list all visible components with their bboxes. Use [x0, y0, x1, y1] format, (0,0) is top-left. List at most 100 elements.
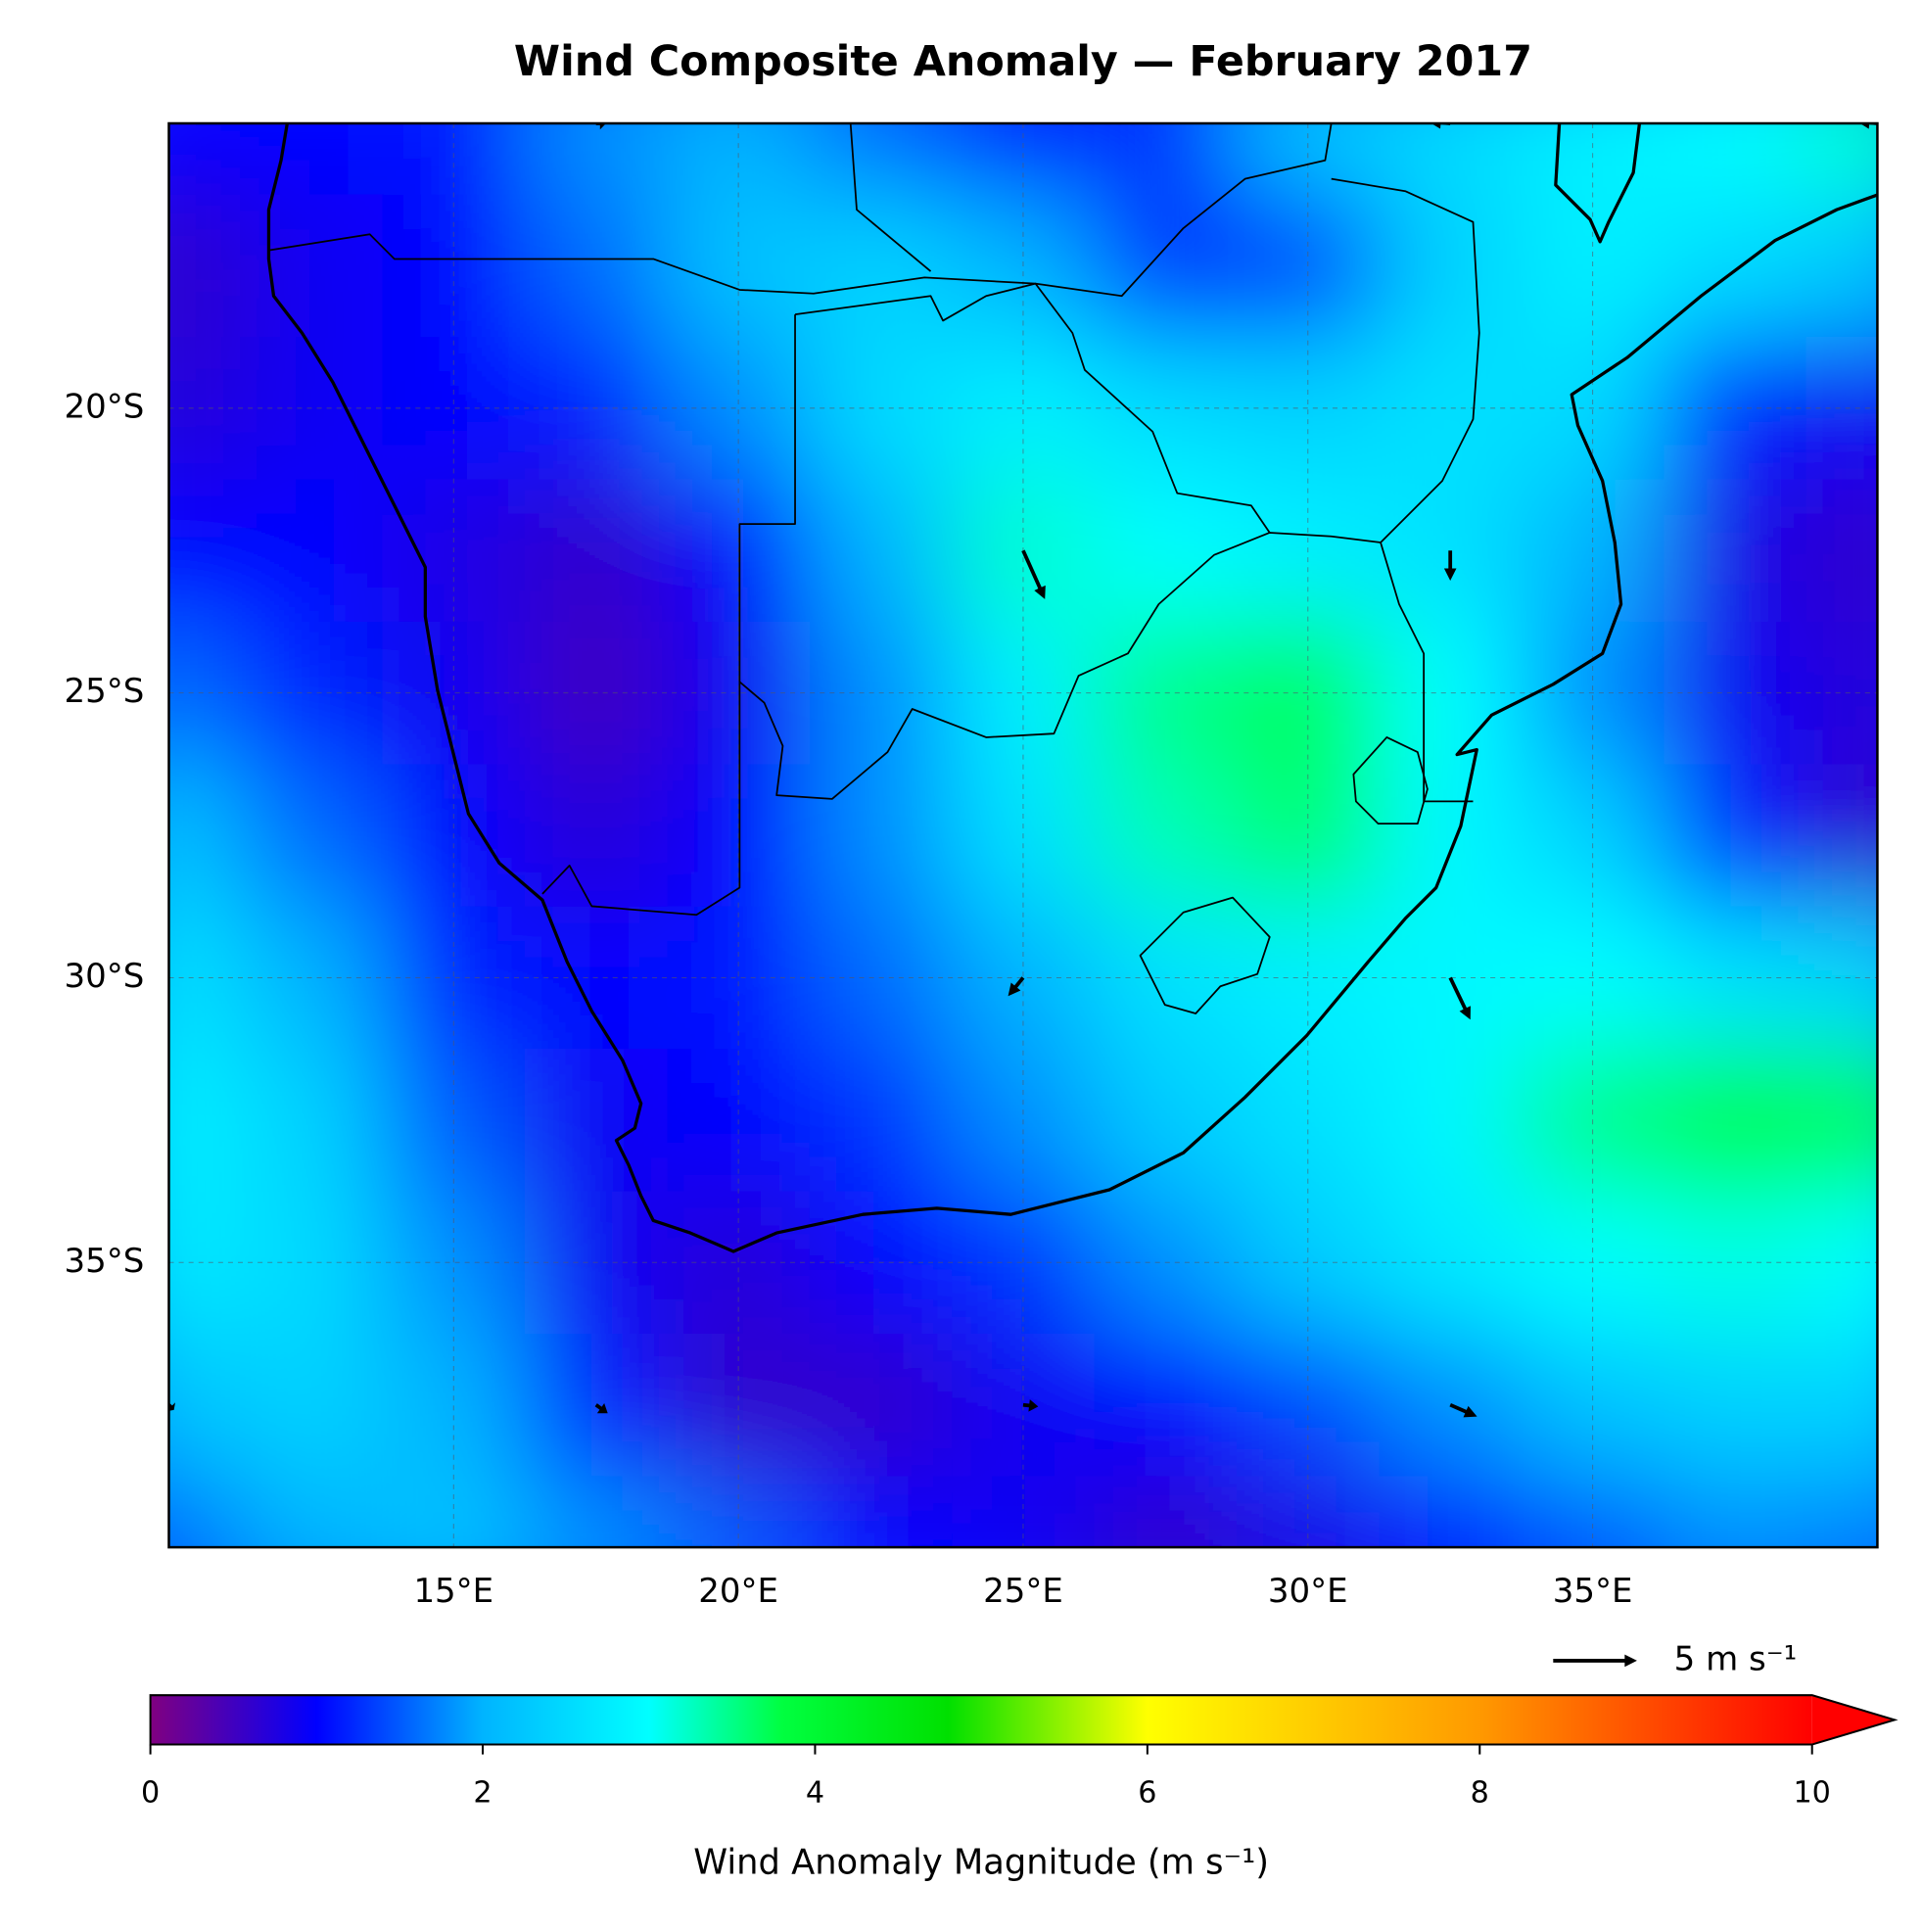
- field-cell: [1521, 621, 1665, 766]
- field-cell: [1664, 337, 1807, 481]
- field-cell: [1379, 194, 1524, 339]
- field-cell: [952, 1191, 1096, 1336]
- field-cell: [809, 122, 954, 196]
- quiver-key: 5 m s⁻¹: [1553, 1639, 1797, 1678]
- field-cell: [382, 1333, 527, 1478]
- colorbar-tick-label: 6: [1138, 1775, 1156, 1810]
- border: [794, 282, 1271, 534]
- field-cell: [1237, 337, 1381, 481]
- field-cell: [1806, 621, 1878, 766]
- field: [168, 122, 1878, 1548]
- grid: [168, 122, 1878, 1548]
- wind-vector: [594, 1402, 608, 1414]
- x-tick-label: 25°E: [983, 1572, 1063, 1611]
- field-cell: [1664, 1049, 1807, 1193]
- field-cell: [168, 621, 242, 766]
- field-cell: [525, 479, 669, 624]
- field-cell: [1094, 1476, 1239, 1548]
- field-cell: [240, 1191, 384, 1336]
- field-cell: [1094, 1191, 1239, 1336]
- field-cell: [382, 1049, 527, 1193]
- field-cell: [168, 1333, 242, 1478]
- map-frame: [167, 121, 1879, 1549]
- y-tick-label: 30°S: [64, 957, 144, 996]
- border: [849, 122, 932, 272]
- border: [1331, 177, 1480, 543]
- field-cell: [1379, 1476, 1524, 1548]
- wind-vector: [168, 1402, 175, 1411]
- field-cell: [168, 337, 242, 481]
- field-cell: [952, 337, 1096, 481]
- field-cell: [240, 764, 384, 909]
- x-tick-label: 20°E: [698, 1572, 778, 1611]
- border: [541, 314, 796, 917]
- field-cell: [1094, 1333, 1239, 1478]
- field-cell: [1521, 764, 1665, 909]
- field-cell: [809, 1049, 954, 1193]
- field-cell: [952, 1049, 1096, 1193]
- field-cell: [1664, 1333, 1807, 1478]
- field-cell: [382, 479, 527, 624]
- field-cell: [1094, 1049, 1239, 1193]
- field-cell: [1379, 1049, 1524, 1193]
- field-cell: [667, 1476, 812, 1548]
- field-cell: [1664, 479, 1807, 624]
- field-cell: [1379, 122, 1524, 196]
- field-cell: [1806, 906, 1878, 1051]
- eswatini-border: [1352, 736, 1429, 825]
- field-cell: [1664, 621, 1807, 766]
- field-cell: [1664, 194, 1807, 339]
- field-cell: [240, 621, 384, 766]
- field-cell: [240, 906, 384, 1051]
- field-cell: [1094, 621, 1239, 766]
- field-cell: [168, 479, 242, 624]
- field-cell: [1237, 194, 1381, 339]
- colorbar-label: Wind Anomaly Magnitude (m s⁻¹): [693, 1843, 1269, 1883]
- field-cell: [525, 122, 669, 196]
- colorbar-tick-label: 0: [141, 1775, 160, 1810]
- colorbar-tick-label: 2: [473, 1775, 492, 1810]
- field-cell: [1664, 122, 1807, 196]
- field-cell: [667, 906, 812, 1051]
- colorbar-extend: [1811, 1695, 1896, 1745]
- field-cell: [1521, 1333, 1665, 1478]
- field-cell: [382, 906, 527, 1051]
- field-cell: [1521, 479, 1665, 624]
- field-cell: [525, 764, 669, 909]
- wind-vector: [1008, 976, 1025, 997]
- field-cell: [809, 1191, 954, 1336]
- field-cell: [1379, 621, 1524, 766]
- field-cell: [1521, 122, 1665, 196]
- field-cell: [382, 1191, 527, 1336]
- field-cell: [952, 1476, 1096, 1548]
- field-cell: [1094, 337, 1239, 481]
- field-cell: [382, 621, 527, 766]
- field-cell: [952, 194, 1096, 339]
- field-cell: [952, 122, 1096, 196]
- field-cell: [1094, 906, 1239, 1051]
- field-cell: [1806, 479, 1878, 624]
- field-cell: [809, 1476, 954, 1548]
- field-cell: [240, 337, 384, 481]
- field-cell: [1806, 122, 1878, 196]
- field-cell: [240, 1476, 384, 1548]
- y-tick-label: 35°S: [64, 1242, 144, 1281]
- field-cell: [1806, 764, 1878, 909]
- field-cell: [240, 479, 384, 624]
- field-cell: [1094, 764, 1239, 909]
- colorbar-tick-label: 8: [1471, 1775, 1489, 1810]
- field-cell: [667, 1191, 812, 1336]
- field-cell: [168, 194, 242, 339]
- colorbar-outline: [149, 1694, 1899, 1746]
- chart-title: Wind Composite Anomaly — February 2017: [514, 37, 1532, 86]
- wind-vector: [1443, 550, 1457, 582]
- field-cell: [1237, 764, 1381, 909]
- field-cell: [809, 906, 954, 1051]
- field-cell: [667, 337, 812, 481]
- field-cell: [1094, 122, 1239, 196]
- field-cell: [525, 906, 669, 1051]
- field-cell: [1237, 479, 1381, 624]
- wind-vector: [1449, 1402, 1477, 1418]
- field-cell: [1379, 764, 1524, 909]
